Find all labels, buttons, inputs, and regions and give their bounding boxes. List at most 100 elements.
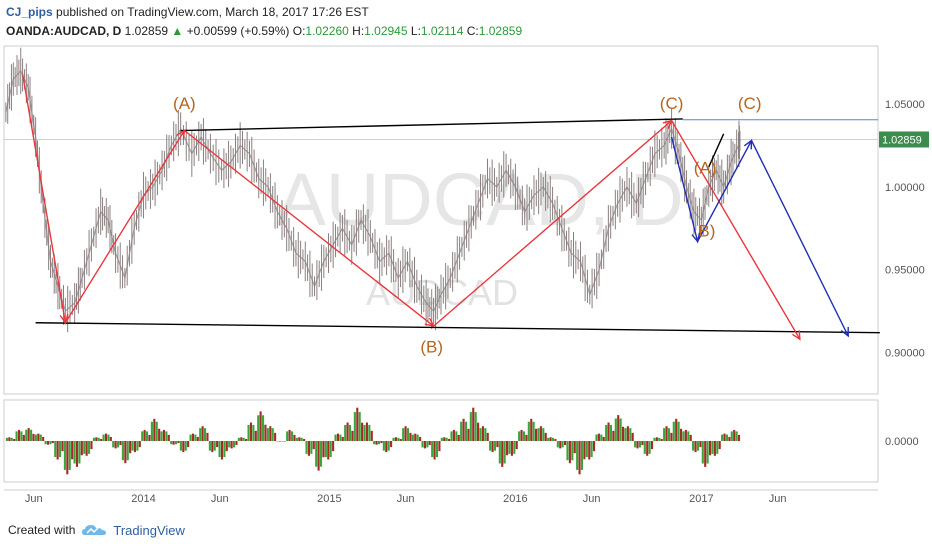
oscillator-bar (143, 429, 146, 441)
wave-label: (C) (738, 94, 762, 113)
oscillator-bar (327, 441, 330, 460)
oscillator-bar (160, 431, 163, 441)
oscillator-bar (346, 422, 349, 441)
oscillator-bar (63, 441, 66, 470)
oscillator-bar (334, 434, 337, 441)
oscillator-bar (525, 434, 528, 441)
oscillator-bar (172, 441, 175, 445)
x-tick-label: 2016 (503, 493, 527, 505)
oscillator-bar (626, 426, 629, 441)
author-link[interactable]: CJ_pips (6, 5, 53, 19)
oscillator-bar (721, 434, 724, 441)
oscillator-bar (590, 441, 593, 458)
oscillator-bar (380, 441, 383, 444)
oscillator-bar (593, 441, 596, 452)
oscillator-bar (191, 433, 195, 441)
y-tick-label: 1.00000 (885, 182, 925, 194)
oscillator-bar (737, 434, 741, 441)
oscillator-bar (573, 441, 576, 454)
oscillator-bar (431, 441, 434, 458)
oscillator-bar (588, 441, 591, 460)
publish-line: CJ_pips published on TradingView.com, Ma… (6, 3, 926, 21)
oscillator-bar (278, 441, 282, 442)
oscillator-bar (687, 431, 690, 441)
oscillator-bar (409, 432, 412, 441)
oscillator-bar (580, 441, 584, 470)
oscillator-bar (269, 426, 272, 441)
oscillator-bar (643, 441, 646, 454)
oscillator-bar (365, 422, 368, 441)
oscillator-bar (20, 431, 23, 441)
oscillator-bar (481, 426, 484, 441)
x-tick-label: Jun (769, 493, 787, 505)
oscillator-bar (704, 441, 707, 467)
oscillator-bar (452, 429, 455, 441)
oscillator-bar (428, 441, 431, 446)
oscillator-bar (653, 437, 656, 441)
oscillator-bar (404, 426, 407, 441)
oscillator-bar (406, 428, 410, 441)
oscillator-bar (124, 441, 127, 464)
oscillator-bar (13, 438, 16, 441)
oscillator-bar (672, 421, 675, 441)
oscillator-bar (312, 441, 315, 450)
tradingview-brand[interactable]: TradingView (113, 522, 185, 538)
oscillator-bar (107, 434, 110, 441)
oscillator-bar (684, 429, 687, 441)
oscillator-bar (182, 441, 185, 453)
oscillator-bar (402, 428, 405, 441)
wave-label: (A) (694, 159, 717, 178)
oscillator-bar (194, 434, 197, 441)
close-label: C: (466, 24, 479, 38)
oscillator-bar (44, 441, 47, 445)
oscillator-bar (39, 434, 42, 441)
x-tick-label: Jun (583, 493, 601, 505)
oscillator-bar (216, 441, 219, 448)
close-value: 1.02859 (478, 24, 523, 38)
oscillator-bar (493, 441, 497, 451)
oscillator-bar (97, 437, 100, 441)
change-value: +0.00599 (186, 24, 238, 38)
oscillator-bar (663, 428, 666, 441)
oscillator-bar (300, 437, 303, 441)
oscillator-bar (114, 441, 117, 449)
oscillator-bar (245, 438, 248, 441)
oscillator-bar (276, 441, 279, 442)
oscillator-bar (109, 436, 112, 441)
red-wave-path-arrowhead (662, 119, 673, 130)
oscillator-bar (544, 432, 547, 441)
oscillator-bar (290, 431, 294, 441)
low-label: L: (410, 24, 421, 38)
oscillator-bar (382, 441, 385, 451)
oscillator-bar (547, 437, 550, 441)
oscillator-bar (206, 432, 209, 441)
oscillator-bar (450, 431, 453, 441)
oscillator-bar (426, 441, 429, 448)
oscillator-bar (609, 424, 613, 441)
oscillator-bar (102, 434, 105, 441)
oscillator-bar (201, 426, 204, 441)
change-pct: (+0.59%) (240, 24, 290, 38)
oscillator-bar (254, 430, 257, 441)
oscillator-bar (460, 421, 463, 441)
oscillator-bar (665, 426, 668, 441)
ohlc-line: OANDA:AUDCAD, D 1.02859 ▲ +0.00599 (+0.5… (6, 22, 926, 40)
wave-label: (A) (173, 94, 196, 113)
oscillator-bar (585, 441, 588, 458)
blue-wave-path (670, 136, 849, 337)
oscillator-bar (619, 418, 622, 441)
oscillator-bar (508, 441, 511, 454)
oscillator-bar (158, 428, 161, 441)
oscillator-bar (576, 441, 579, 470)
oscillator-bar (32, 433, 35, 441)
oscillator-bar (392, 437, 395, 441)
oscillator-tick-label: 0.0000 (885, 436, 919, 448)
oscillator-bar (121, 441, 124, 461)
oscillator-bar (624, 428, 627, 441)
oscillator-bar (61, 441, 64, 452)
oscillator-bar (344, 424, 347, 441)
oscillator-bar (189, 434, 192, 441)
oscillator-bar (433, 441, 436, 460)
oscillator-bar (457, 434, 460, 441)
